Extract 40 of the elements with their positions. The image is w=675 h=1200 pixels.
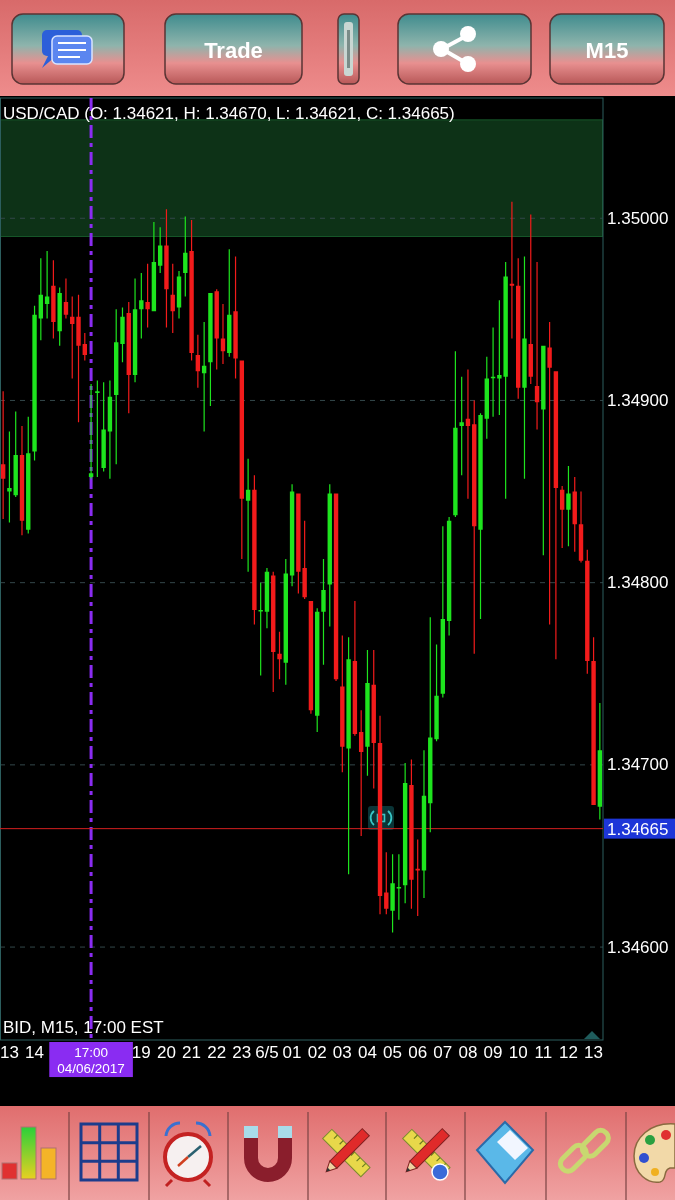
x-tick-label: 10	[508, 1042, 528, 1062]
x-tick-label: 05	[383, 1042, 403, 1062]
x-tick-label: 03	[332, 1042, 352, 1062]
x-tick-label: 11	[534, 1042, 553, 1062]
x-tick-label: 02	[307, 1042, 327, 1062]
text: M15	[585, 37, 629, 63]
x-tick-label: 07	[433, 1042, 453, 1062]
text: Trade	[204, 37, 263, 63]
x-tick-label: 12	[558, 1042, 578, 1062]
candlestick	[490, 327, 496, 417]
x-tick-label: 22	[207, 1042, 227, 1062]
chart-title: USD/CAD (O: 1.34621, H: 1.34670, L: 1.34621, C: 1.34665)	[3, 103, 455, 123]
x-tick-label: 06	[408, 1042, 428, 1062]
y-tick-label: 1.35000	[607, 208, 669, 228]
candlestick	[107, 380, 113, 479]
x-tick-label: 6/5	[255, 1042, 279, 1062]
x-tick-label: 14	[25, 1042, 45, 1062]
candlestick	[63, 278, 69, 319]
candlestick	[220, 303, 226, 365]
x-tick-label: 19	[131, 1042, 151, 1062]
candlestick	[465, 369, 471, 499]
x-tick-label: 08	[458, 1042, 478, 1062]
x-tick-label: 21	[182, 1042, 202, 1062]
x-tick-label: 09	[483, 1042, 503, 1062]
y-tick-label: 1.34800	[607, 573, 669, 593]
x-tick-label: 04	[357, 1042, 377, 1062]
y-tick-label: 1.34900	[607, 390, 669, 410]
x-tick-label: 20	[156, 1042, 176, 1062]
x-tick-label: 17:00 04/06/2017	[57, 1044, 125, 1076]
y-tick-label: 1.34600	[607, 937, 669, 957]
candlestick	[509, 201, 515, 339]
x-tick-label: 01	[282, 1042, 302, 1062]
x-tick-label: 13	[584, 1042, 604, 1062]
annotation: BID, M15, 17:00 EST	[3, 1017, 164, 1037]
ref-line-label: 1.34665	[607, 819, 669, 839]
x-tick-label: 13	[0, 1042, 19, 1062]
candlestick	[534, 261, 540, 430]
candlestick	[88, 384, 94, 479]
y-tick-label: 1.34700	[607, 755, 669, 775]
x-tick-label: 23	[232, 1042, 252, 1062]
